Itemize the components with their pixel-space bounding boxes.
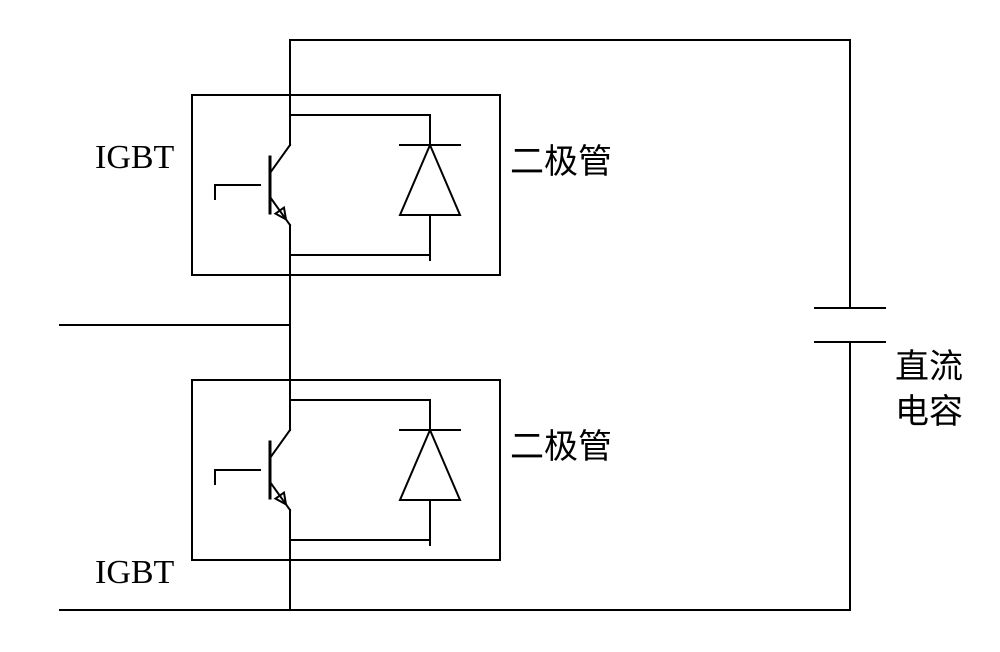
label-capacitor-line1: 直流	[895, 348, 963, 386]
circuit-diagram: IGBTIGBT二极管二极管直流电容	[0, 0, 1000, 652]
label-diode-lower: 二极管	[510, 428, 612, 466]
label-diode-upper: 二极管	[510, 143, 612, 181]
label-capacitor-line2: 电容	[895, 393, 963, 431]
label-igbt-lower: IGBT	[95, 554, 175, 591]
label-igbt-upper: IGBT	[95, 139, 175, 176]
